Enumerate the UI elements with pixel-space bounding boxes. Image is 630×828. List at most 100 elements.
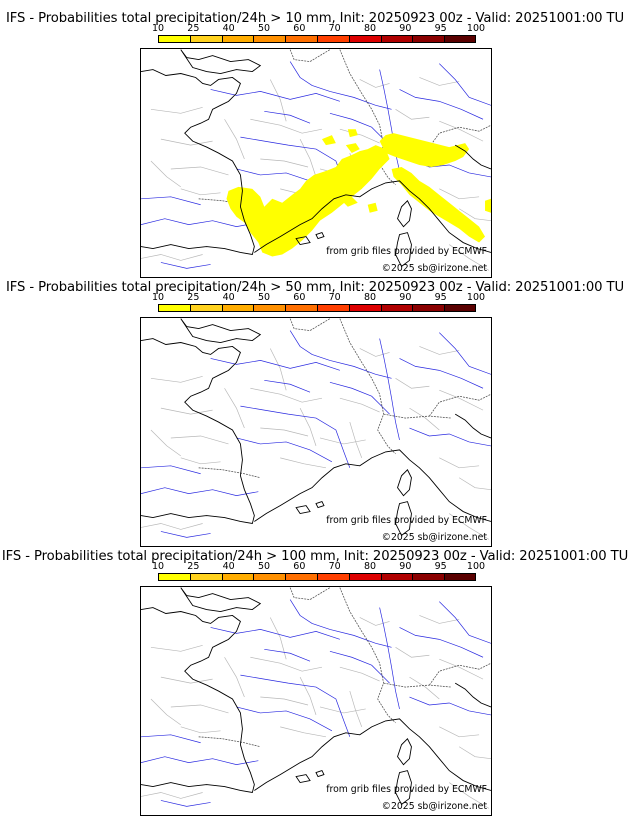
admin-boundary (339, 666, 380, 682)
colorbar-segment (380, 573, 413, 581)
colorbar-segment (285, 573, 317, 581)
river (141, 487, 259, 496)
river (141, 218, 259, 227)
legend-tick-label: 60 (293, 23, 306, 34)
admin-boundary (141, 523, 203, 530)
sardinia-island (395, 232, 412, 268)
coastline-mediterranean (254, 449, 491, 522)
coastline-mediterranean (254, 180, 491, 253)
legend-tick-label: 70 (328, 561, 341, 572)
admin-boundary (250, 656, 323, 672)
colorbar-segment (348, 573, 381, 581)
country-border (339, 49, 396, 186)
admin-boundary (458, 208, 491, 222)
balearic-islands (295, 770, 325, 784)
admin-boundary (224, 388, 245, 429)
legend-tick-label: 40 (222, 561, 235, 572)
legend-tick-label: 95 (434, 23, 447, 34)
admin-boundary (359, 79, 390, 88)
legend-tick-label: 10 (151, 292, 165, 303)
colorbar-segment (380, 35, 413, 43)
colorbar-segment (412, 304, 445, 312)
river (289, 330, 392, 379)
source-credit: from grib files provided by ECMWF (326, 784, 487, 795)
map-panel-1: IFS - Probabilities total precipitation/… (0, 0, 630, 278)
river (409, 427, 491, 447)
map-panel-2: IFS - Probabilities total precipitation/… (0, 269, 630, 547)
colorbar-segment (444, 304, 476, 312)
colorbar-segment (317, 573, 349, 581)
admin-boundary (250, 387, 323, 403)
admin-boundary (224, 119, 245, 160)
country-border (198, 467, 261, 479)
legend-tick-label: 40 (222, 23, 235, 34)
admin-boundary (458, 746, 491, 760)
admin-boundary (280, 457, 327, 469)
admin-boundary (260, 158, 309, 168)
admin-boundary (269, 617, 287, 660)
admin-boundary (170, 704, 229, 714)
precip-probability-area (391, 166, 486, 243)
coastline (141, 607, 255, 793)
map-frame: from grib files provided by ECMWF ©2025 s… (140, 48, 492, 278)
admin-boundary (409, 407, 440, 431)
admin-boundary (409, 676, 440, 700)
map-panel-3: IFS - Probabilities total precipitation/… (0, 538, 630, 816)
legend-tick-label: 25 (187, 561, 200, 572)
admin-boundary (141, 254, 203, 261)
river (141, 465, 201, 475)
map-frame: from grib files provided by ECMWF ©2025 s… (140, 317, 492, 547)
admin-boundary (339, 397, 380, 413)
river (379, 607, 400, 710)
probability-colorbar (158, 304, 476, 312)
legend-tick-label: 50 (257, 292, 271, 303)
admin-boundary (180, 726, 221, 734)
admin-boundary (150, 429, 181, 457)
colorbar-segment (285, 304, 317, 312)
admin-boundary (439, 188, 480, 200)
country-border (289, 49, 331, 62)
legend-tick-label: 100 (466, 561, 486, 572)
legend-tick-label: 25 (187, 23, 200, 34)
river (439, 332, 491, 375)
colorbar-segment (285, 35, 317, 43)
colorbar-segment (253, 35, 286, 43)
admin-boundary (419, 77, 460, 86)
river (264, 648, 311, 662)
base-map (141, 318, 491, 540)
admin-boundary (150, 644, 203, 652)
coastline-adriatic (454, 413, 491, 439)
legend-tick-label: 100 (466, 292, 486, 303)
balearic-islands (295, 501, 325, 515)
legend-tick-label: 90 (399, 561, 412, 572)
admin-boundary (299, 138, 317, 178)
admin-boundary (150, 698, 181, 726)
river (236, 437, 333, 463)
colorbar-segment (444, 573, 476, 581)
admin-boundary (458, 477, 491, 491)
legend-tick-label: 100 (466, 23, 486, 34)
precip-probability-area (345, 143, 360, 154)
precip-probability-area (443, 149, 452, 160)
coastline-mediterranean (254, 718, 491, 791)
admin-boundary (299, 407, 317, 447)
river (399, 627, 484, 658)
colorbar-segment (221, 35, 254, 43)
admin-boundary (260, 427, 309, 437)
country-border (429, 124, 491, 148)
admin-boundary (170, 435, 229, 445)
colorbar-segment (317, 35, 349, 43)
country-border (289, 587, 331, 600)
legend-tick-label: 90 (399, 23, 412, 34)
colorbar-segment (253, 573, 286, 581)
river (210, 89, 340, 102)
legend-tick-label: 70 (328, 23, 341, 34)
colorbar-segment (158, 35, 190, 43)
sardinia-island (395, 770, 412, 806)
river (240, 674, 351, 737)
admin-boundary (349, 690, 363, 727)
admin-boundary (439, 389, 484, 411)
admin-boundary (349, 421, 363, 458)
river (264, 379, 311, 393)
admin-boundary (395, 647, 430, 658)
